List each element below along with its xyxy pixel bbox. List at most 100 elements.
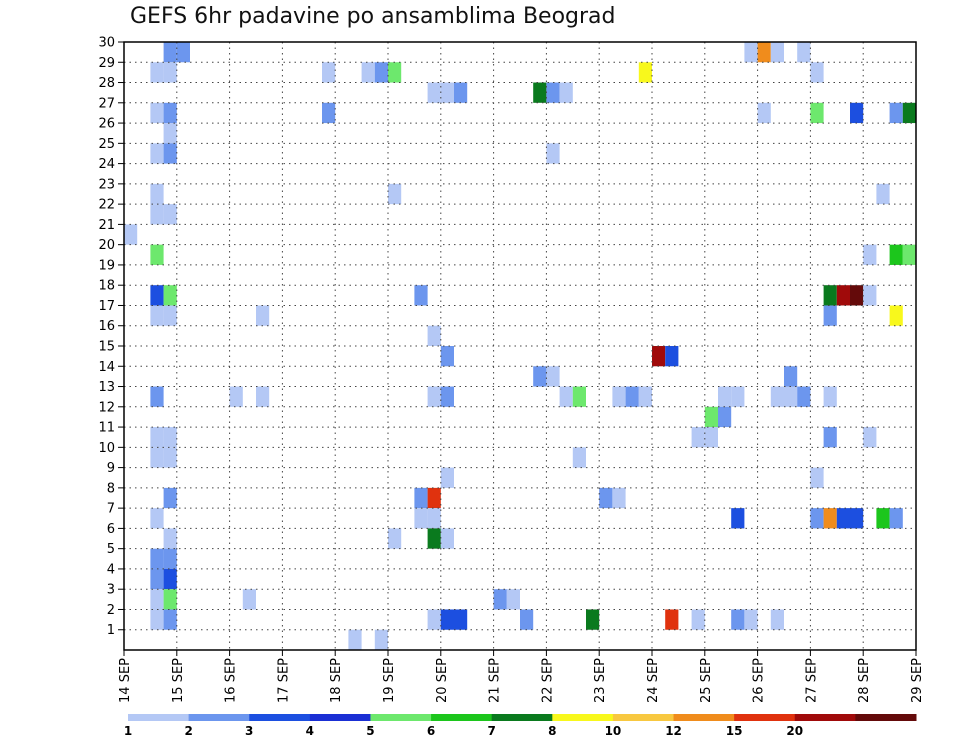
heatmap-cell — [150, 386, 164, 407]
heatmap-cell — [163, 285, 177, 306]
heatmap-cell — [744, 609, 758, 630]
heatmap-cell — [163, 102, 177, 124]
heatmap-cell — [784, 366, 798, 387]
heatmap-cell — [493, 589, 507, 610]
heatmap-cell — [176, 42, 190, 63]
heatmap-cell — [625, 386, 639, 407]
x-tick-label: 16 SEP — [224, 658, 239, 703]
heatmap-cell — [823, 386, 837, 407]
heatmap-cell — [440, 386, 454, 407]
heatmap-cell — [454, 82, 468, 103]
y-tick-label: 27 — [98, 96, 115, 111]
heatmap-cell — [163, 204, 177, 225]
heatmap-cell — [414, 508, 428, 529]
heatmap-cell — [150, 305, 164, 326]
y-tick-label: 1 — [107, 623, 115, 638]
colorbar-label: 5 — [366, 724, 374, 738]
heatmap-cell — [454, 609, 468, 630]
heatmap-cell — [163, 589, 177, 610]
heatmap-cell — [902, 244, 916, 265]
heatmap-cell — [440, 346, 454, 367]
heatmap-cell — [810, 508, 824, 529]
heatmap-cell — [823, 427, 837, 448]
heatmap-cell — [322, 102, 336, 124]
heatmap-cell — [652, 346, 666, 367]
heatmap-cell — [731, 508, 745, 529]
heatmap-cell — [823, 305, 837, 326]
x-tick-label: 19 SEP — [382, 658, 397, 703]
heatmap-cell — [374, 629, 388, 650]
colorbar-swatch — [431, 714, 493, 721]
heatmap-cell — [823, 508, 837, 529]
heatmap-cell — [348, 629, 362, 650]
heatmap-cell — [810, 102, 824, 124]
y-tick-label: 26 — [98, 117, 115, 132]
heatmap-cell — [731, 386, 745, 407]
heatmap-cell — [414, 487, 428, 509]
heatmap-cell — [163, 305, 177, 326]
y-axis-ticks: 1234567891011121314151617181920212223242… — [98, 36, 124, 638]
y-tick-label: 30 — [98, 36, 115, 51]
heatmap-cell — [691, 609, 705, 630]
x-axis-ticks: 14 SEP 15 SEP 16 SEP 17 SEP 18 SEP 19 SEP 20 S… — [118, 650, 925, 703]
y-tick-label: 11 — [98, 421, 115, 436]
y-tick-label: 18 — [98, 279, 115, 294]
heatmap-cell — [440, 609, 454, 630]
heatmap-cell — [731, 609, 745, 630]
heatmap-cell — [599, 487, 613, 509]
heatmap-cell — [757, 42, 771, 63]
heatmap-cell — [427, 386, 441, 407]
heatmap-cell — [427, 528, 441, 549]
heatmap-cell — [506, 589, 520, 610]
x-tick-label: 26 SEP — [752, 658, 767, 703]
heatmap-cell — [388, 528, 402, 549]
heatmap-cell — [559, 386, 573, 407]
heatmap-cell — [414, 285, 428, 306]
heatmap-cell — [586, 609, 600, 630]
colorbar-label: 1 — [124, 724, 132, 738]
heatmap-cell — [150, 427, 164, 448]
heatmap-cell — [704, 406, 718, 428]
heatmap-cell — [836, 508, 850, 529]
heatmap-cell — [520, 609, 534, 630]
heatmap-cell — [797, 42, 811, 63]
heatmap-cell — [150, 508, 164, 529]
x-tick-label: 18 SEP — [329, 658, 344, 703]
y-tick-label: 20 — [98, 238, 115, 253]
heatmap-cell — [718, 386, 732, 407]
heatmap-cell — [150, 285, 164, 306]
colorbar-swatch — [794, 714, 856, 721]
heatmap-cell — [546, 143, 560, 164]
heatmap-cell — [388, 62, 402, 83]
heatmap-cell — [124, 224, 138, 245]
x-tick-label: 20 SEP — [435, 658, 450, 703]
heatmap-cell — [546, 366, 560, 387]
y-tick-label: 16 — [98, 319, 115, 334]
colorbar-label: 8 — [548, 724, 556, 738]
colorbar-label: 6 — [427, 724, 435, 738]
colorbar-swatch — [188, 714, 250, 721]
heatmap-cell — [163, 123, 177, 144]
colorbar-label: 2 — [184, 724, 192, 738]
colorbar-label: 20 — [786, 724, 803, 738]
colorbar-label: 15 — [726, 724, 743, 738]
y-tick-label: 28 — [98, 76, 115, 91]
heatmap-cell — [572, 386, 586, 407]
heatmap-cell — [163, 143, 177, 164]
heatmap-cell — [718, 406, 732, 428]
x-tick-label: 27 SEP — [804, 658, 819, 703]
heatmap-cell — [889, 305, 903, 326]
heatmap-cell — [361, 62, 375, 83]
heatmap-cell — [150, 568, 164, 590]
heatmap-cell — [150, 102, 164, 124]
colorbar-swatch — [249, 714, 311, 721]
heatmap-cell — [163, 62, 177, 83]
y-tick-label: 21 — [98, 218, 115, 233]
heatmap-cell — [757, 102, 771, 124]
heatmap-cell — [850, 508, 864, 529]
y-tick-label: 4 — [107, 562, 115, 577]
heatmap-cell — [889, 244, 903, 265]
x-tick-label: 28 SEP — [857, 658, 872, 703]
x-tick-label: 14 SEP — [118, 658, 133, 703]
heatmap-cell — [797, 386, 811, 407]
